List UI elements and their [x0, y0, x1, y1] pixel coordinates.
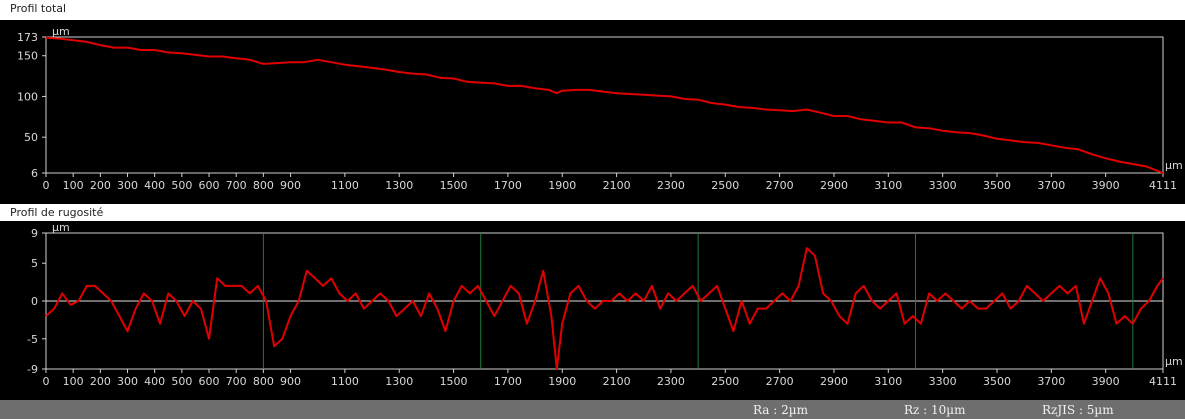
x-tick-label: 2100: [603, 179, 631, 192]
x-tick-label: 600: [199, 179, 220, 192]
x-tick-label: 2300: [657, 375, 685, 388]
y-tick-label: 0: [31, 295, 38, 308]
x-tick-label: 2700: [766, 375, 794, 388]
x-tick-label: 2900: [820, 375, 848, 388]
x-tick-label: 2100: [603, 375, 631, 388]
x-tick-label: 1900: [548, 179, 576, 192]
profile-total-title: Profil total: [10, 2, 67, 15]
y-tick-label: 173: [17, 31, 38, 44]
x-tick-label: 4111: [1149, 375, 1177, 388]
roughness-profile-title: Profil de rugosité: [10, 206, 104, 219]
profile-series-line: [45, 247, 1164, 370]
x-tick-label: 4111: [1149, 179, 1177, 192]
y-tick-label: 150: [17, 50, 38, 63]
total-profile-chart: 6 50 100 150 173 0 100 200 300 400 500 600 700 800 900…: [17, 25, 1183, 192]
y-tick-label: 9: [31, 227, 38, 240]
x-tick-label: 3100: [874, 375, 902, 388]
x-tick-label: 1700: [494, 179, 522, 192]
x-tick-label: 200: [90, 179, 111, 192]
x-unit-label: µm: [1165, 159, 1183, 172]
y-unit-label: µm: [52, 25, 70, 38]
x-tick-label: 1300: [385, 375, 413, 388]
x-tick-label: 300: [117, 179, 138, 192]
total-profile-panel: 6 50 100 150 173 0 100 200 300 400 500 600 700 800 900…: [0, 20, 1185, 204]
x-tick-label: 1300: [385, 179, 413, 192]
x-tick-label: 2700: [766, 179, 794, 192]
x-tick-label: 900: [280, 179, 301, 192]
x-tick-label: 700: [226, 179, 247, 192]
profile-series-line: [45, 36, 1164, 174]
y-unit-label: µm: [52, 221, 70, 234]
y-tick-label: 50: [24, 131, 38, 144]
x-tick-label: 700: [226, 375, 247, 388]
plot-frame: [45, 36, 1164, 174]
x-tick-label: 3900: [1092, 179, 1120, 192]
y-tick-label: 100: [17, 90, 38, 103]
x-tick-label: 100: [63, 179, 84, 192]
x-tick-label: 400: [144, 375, 165, 388]
x-tick-label: 3700: [1037, 179, 1065, 192]
x-tick-label: 3500: [983, 179, 1011, 192]
x-tick-label: 3100: [874, 179, 902, 192]
x-tick-label: 600: [199, 375, 220, 388]
x-tick-label: 1500: [440, 179, 468, 192]
roughness-profile-chart: -9 -5 0 5 9 0 100 200 300 400 500 600 700 800 900 1100 1…: [27, 221, 1183, 388]
x-tick-label: 300: [117, 375, 138, 388]
rzjis-value: RzJIS : 5µm: [1042, 403, 1114, 417]
x-tick-label: 3700: [1037, 375, 1065, 388]
y-tick-label: -5: [27, 333, 38, 346]
x-tick-label: 800: [253, 375, 274, 388]
rz-value: Rz : 10µm: [904, 403, 966, 417]
x-tick-label: 900: [280, 375, 301, 388]
x-tick-label: 3500: [983, 375, 1011, 388]
y-tick-label: 5: [31, 257, 38, 270]
x-tick-label: 400: [144, 179, 165, 192]
status-bar: [0, 400, 1185, 419]
x-tick-label: 800: [253, 179, 274, 192]
x-tick-label: 3900: [1092, 375, 1120, 388]
x-tick-label: 1500: [440, 375, 468, 388]
x-tick-label: 200: [90, 375, 111, 388]
x-tick-label: 0: [43, 179, 50, 192]
x-tick-label: 500: [171, 179, 192, 192]
ra-value: Ra : 2µm: [753, 403, 808, 417]
x-tick-label: 2900: [820, 179, 848, 192]
x-tick-label: 3300: [929, 179, 957, 192]
x-tick-label: 2500: [711, 375, 739, 388]
x-tick-label: 3300: [929, 375, 957, 388]
x-tick-label: 1100: [331, 179, 359, 192]
x-tick-label: 500: [171, 375, 192, 388]
y-tick-label: -9: [27, 363, 38, 376]
x-tick-label: 100: [63, 375, 84, 388]
x-tick-label: 1100: [331, 375, 359, 388]
x-tick-label: 2300: [657, 179, 685, 192]
x-unit-label: µm: [1165, 355, 1183, 368]
y-tick-label: 6: [31, 167, 38, 180]
roughness-profile-panel: -9 -5 0 5 9 0 100 200 300 400 500 600 700 800 900 1100 1…: [0, 221, 1185, 400]
x-tick-label: 0: [43, 375, 50, 388]
x-tick-label: 2500: [711, 179, 739, 192]
x-tick-label: 1900: [548, 375, 576, 388]
x-tick-label: 1700: [494, 375, 522, 388]
